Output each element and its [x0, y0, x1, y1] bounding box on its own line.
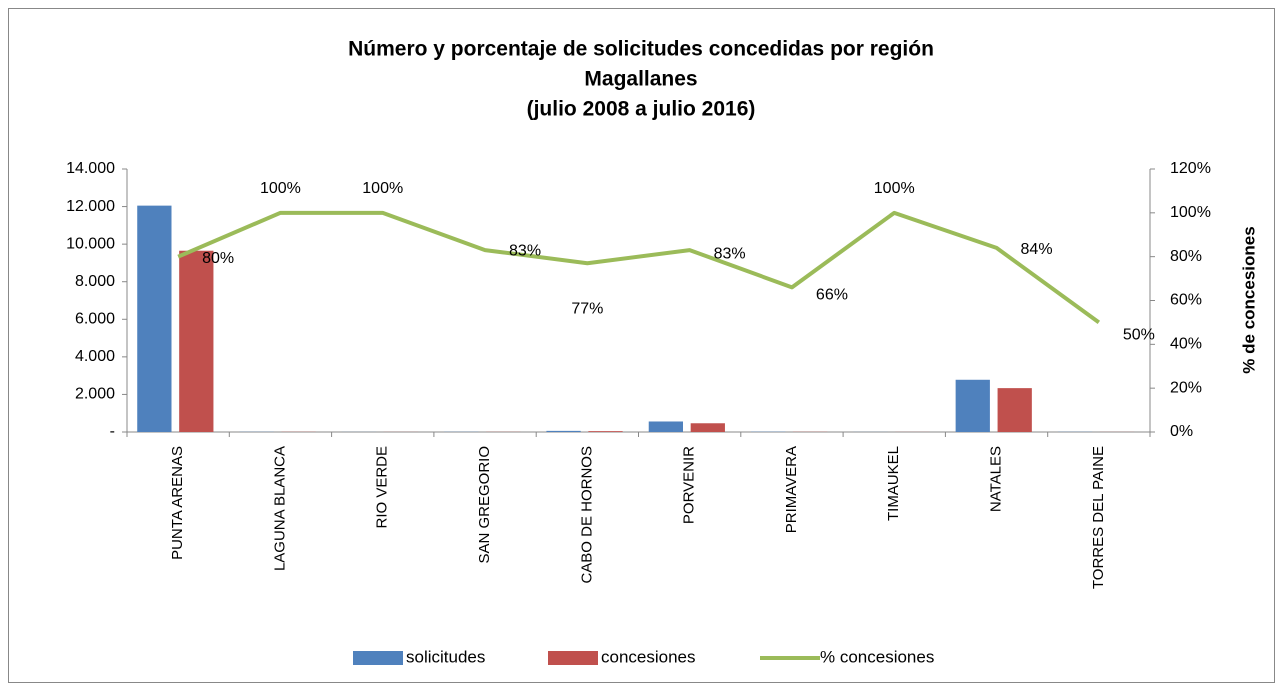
legend-swatch [353, 651, 403, 665]
x-tick-label: PORVENIR [681, 446, 698, 524]
y-tick-label: 6.000 [75, 311, 115, 328]
data-label: 77% [571, 300, 603, 317]
y2-tick-label: 80% [1170, 248, 1202, 265]
chart-title: Número y porcentaje de solicitudes conce… [348, 38, 934, 61]
y-tick-label: - [110, 423, 115, 440]
x-tick-label: PUNTA ARENAS [169, 446, 186, 560]
y2-axis-title: % de concesiones [1239, 226, 1258, 373]
y-tick-label: 2.000 [75, 386, 115, 403]
legend-label: % concesiones [820, 647, 934, 666]
legend-label: concesiones [601, 647, 696, 666]
y-tick-label: 10.000 [66, 235, 115, 252]
data-label: 66% [816, 287, 848, 304]
legend-swatch [548, 651, 598, 665]
data-label: 100% [260, 180, 301, 197]
y-tick-label: 12.000 [66, 198, 115, 215]
bar [137, 205, 172, 432]
chart-border [8, 8, 1275, 683]
y2-tick-label: 60% [1170, 292, 1202, 309]
x-tick-label: NATALES [988, 446, 1005, 512]
bar [588, 431, 623, 432]
bar [997, 388, 1032, 432]
x-tick-label: CABO DE HORNOS [578, 446, 595, 584]
chart-subtitle: (julio 2008 a julio 2016) [527, 98, 756, 121]
data-label: 83% [509, 242, 541, 259]
x-tick-label: SAN GREGORIO [476, 446, 493, 564]
data-label: 80% [202, 250, 234, 267]
legend-label: solicitudes [406, 647, 485, 666]
data-label: 50% [1123, 327, 1155, 344]
chart-subtitle: Magallanes [584, 68, 697, 91]
line [177, 210, 1101, 325]
x-tick-label: PRIMAVERA [783, 446, 800, 533]
x-tick-label: TORRES DEL PAINE [1090, 446, 1107, 589]
y2-tick-label: 40% [1170, 336, 1202, 353]
bar [955, 379, 990, 432]
x-tick-label: TIMAUKEL [885, 446, 902, 521]
bar [179, 250, 214, 432]
data-label: 100% [362, 180, 403, 197]
x-tick-label: RIO VERDE [374, 446, 391, 529]
y2-tick-label: 120% [1170, 160, 1211, 177]
y2-tick-label: 100% [1170, 204, 1211, 221]
y-tick-label: 8.000 [75, 273, 115, 290]
y-tick-label: 14.000 [66, 160, 115, 177]
y2-tick-label: 0% [1170, 423, 1193, 440]
bar [648, 421, 684, 432]
data-label: 100% [874, 180, 915, 197]
y2-tick-label: 20% [1170, 379, 1202, 396]
data-label: 83% [714, 245, 746, 262]
x-tick-label: LAGUNA BLANCA [271, 446, 288, 571]
bar [546, 430, 581, 432]
y-tick-label: 4.000 [75, 348, 115, 365]
bar [690, 423, 725, 432]
data-label: 84% [1021, 241, 1053, 258]
